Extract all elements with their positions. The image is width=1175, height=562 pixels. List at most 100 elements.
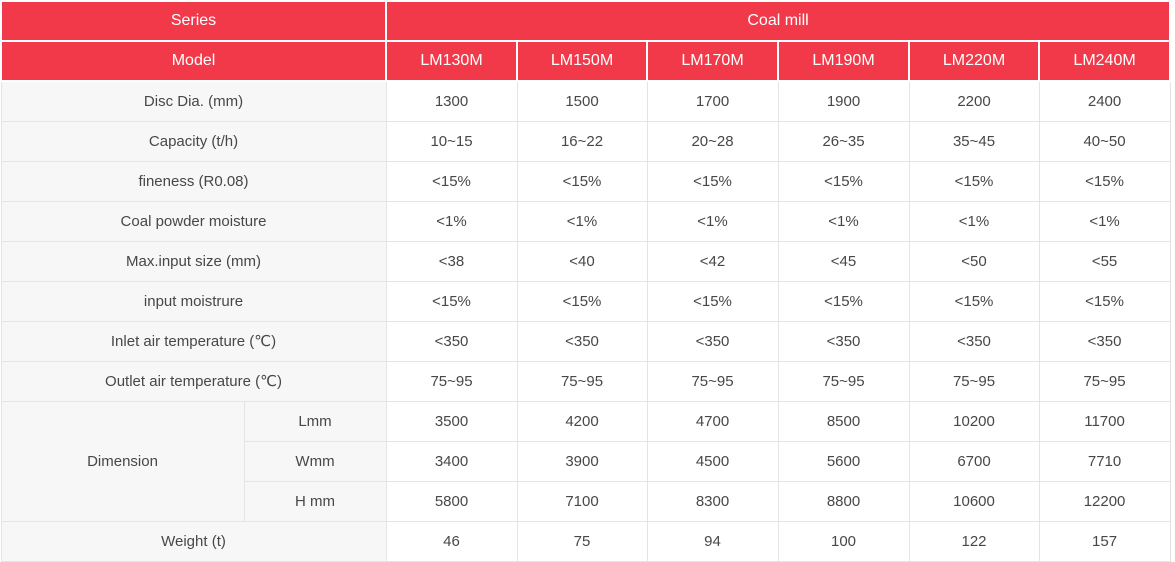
value-cell: <1% [1038,200,1171,242]
value-cell: <50 [908,240,1040,282]
value-cell: 10~15 [385,120,518,162]
dimension-label-cell: Dimension [0,400,245,522]
value-cell: <38 [385,240,518,282]
value-cell: <15% [908,280,1040,322]
value-cell: <350 [385,320,518,362]
value-cell: 75 [516,520,648,562]
row-dimension-l: Dimension Lmm 3500 4200 4700 8500 10200 … [0,400,1171,522]
row-weight: Weight (t) 46 75 94 100 122 157 [0,520,1171,562]
row-coal-powder-moisture: Coal powder moisture <1% <1% <1% <1% <1%… [0,200,1171,242]
row-outlet-air-temperature: Outlet air temperature (℃) 75~95 75~95 7… [0,360,1171,402]
value-cell: 8500 [777,400,910,442]
value-cell: <15% [385,160,518,202]
value-cell: 1300 [385,80,518,122]
row-label: Max.input size (mm) [0,240,387,282]
value-cell: 4500 [646,440,779,482]
value-cell: <15% [777,280,910,322]
value-cell: 8800 [777,480,910,522]
value-cell: 4700 [646,400,779,442]
value-cell: 100 [777,520,910,562]
row-max-input-size: Max.input size (mm) <38 <40 <42 <45 <50 … [0,240,1171,282]
value-cell: 75~95 [385,360,518,402]
value-cell: 2400 [1038,80,1171,122]
value-cell: <15% [385,280,518,322]
value-cell: <350 [777,320,910,362]
model-label-cell: Model [0,40,388,82]
row-dimension-w: Wmm 3400 3900 4500 5600 6700 7710 [1,440,1171,482]
series-label-cell: Series [0,0,388,42]
value-cell: <15% [516,160,648,202]
value-cell: 7100 [516,480,648,522]
model-header-row: Model LM130M LM150M LM170M LM190M LM220M… [0,40,1172,82]
value-cell: <1% [516,200,648,242]
value-cell: <15% [646,280,779,322]
value-cell: <45 [777,240,910,282]
value-cell: 10200 [908,400,1040,442]
value-cell: 10600 [908,480,1040,522]
value-cell: <42 [646,240,779,282]
value-cell: <1% [777,200,910,242]
value-cell: <15% [1038,160,1171,202]
row-input-moisture: input moistrure <15% <15% <15% <15% <15%… [0,280,1171,322]
value-cell: 157 [1038,520,1171,562]
model-cell: LM170M [646,40,780,82]
value-cell: 5800 [385,480,518,522]
row-label: Outlet air temperature (℃) [0,360,387,402]
model-cell: LM150M [516,40,649,82]
value-cell: 3400 [385,440,518,482]
value-cell: 75~95 [1038,360,1171,402]
value-cell: 11700 [1038,400,1171,442]
value-cell: <15% [777,160,910,202]
row-label: Weight (t) [0,520,387,562]
value-cell: <15% [1038,280,1171,322]
value-cell: <40 [516,240,648,282]
value-cell: <55 [1038,240,1171,282]
value-cell: <1% [908,200,1040,242]
value-cell: 7710 [1038,440,1171,482]
model-cell: LM240M [1038,40,1172,82]
value-cell: 1700 [646,80,779,122]
value-cell: 1500 [516,80,648,122]
value-cell: <350 [1038,320,1171,362]
value-cell: 1900 [777,80,910,122]
row-label: fineness (R0.08) [0,160,387,202]
value-cell: 12200 [1038,480,1171,522]
row-label: input moistrure [0,280,387,322]
row-disc-dia: Disc Dia. (mm) 1300 1500 1700 1900 2200 … [0,80,1171,122]
value-cell: 3500 [385,400,518,442]
value-cell: 94 [646,520,779,562]
row-dimension-h: H mm 5800 7100 8300 8800 10600 12200 [1,480,1171,522]
value-cell: 20~28 [646,120,779,162]
row-label: Coal powder moisture [0,200,387,242]
value-cell: <350 [646,320,779,362]
value-cell: <15% [516,280,648,322]
value-cell: <350 [516,320,648,362]
model-cell: LM130M [385,40,519,82]
value-cell: 122 [908,520,1040,562]
dimension-sub-label: Lmm [243,400,387,442]
value-cell: 2200 [908,80,1040,122]
row-inlet-air-temperature: Inlet air temperature (℃) <350 <350 <350… [0,320,1171,362]
value-cell: 8300 [646,480,779,522]
value-cell: 75~95 [777,360,910,402]
row-label: Inlet air temperature (℃) [0,320,387,362]
value-cell: 75~95 [646,360,779,402]
model-cell: LM220M [908,40,1041,82]
value-cell: <15% [908,160,1040,202]
value-cell: <350 [908,320,1040,362]
value-cell: 35~45 [908,120,1040,162]
value-cell: 16~22 [516,120,648,162]
row-label: Disc Dia. (mm) [0,80,387,122]
value-cell: 46 [385,520,518,562]
dimension-sub-label: H mm [243,480,387,522]
value-cell: <1% [646,200,779,242]
value-cell: 6700 [908,440,1040,482]
value-cell: 5600 [777,440,910,482]
value-cell: 75~95 [908,360,1040,402]
row-fineness: fineness (R0.08) <15% <15% <15% <15% <15… [0,160,1171,202]
row-capacity: Capacity (t/h) 10~15 16~22 20~28 26~35 3… [0,120,1171,162]
value-cell: 75~95 [516,360,648,402]
value-cell: <1% [385,200,518,242]
value-cell: 4200 [516,400,648,442]
